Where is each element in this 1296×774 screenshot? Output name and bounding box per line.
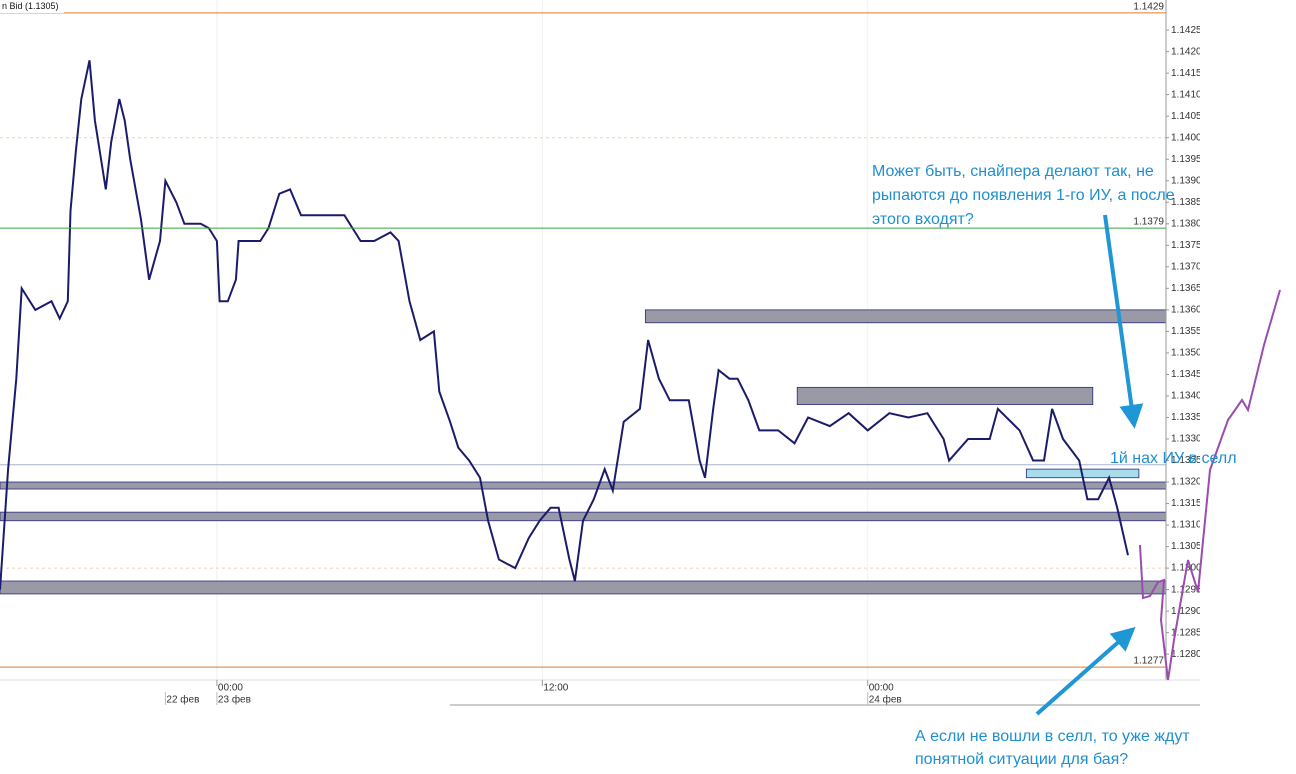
arrow — [1035, 626, 1136, 716]
y-tick-label: 1.1370 — [1171, 261, 1202, 272]
y-tick-label: 1.1380 — [1171, 218, 1202, 229]
hand-drawn-path — [1139, 289, 1281, 681]
y-tick-label: 1.1305 — [1171, 541, 1202, 552]
y-tick-label: 1.1405 — [1171, 111, 1202, 122]
price-zone — [796, 386, 1094, 405]
date-label: 22 фев — [166, 694, 199, 706]
y-tick-label: 1.1345 — [1171, 369, 1202, 380]
price-level-label: 1.1429 — [1133, 2, 1164, 13]
y-tick-label: 1.1390 — [1171, 175, 1202, 186]
price-zone — [0, 580, 1166, 595]
y-tick-label: 1.1385 — [1171, 197, 1202, 208]
y-axis: 1.1280 1.1285 1.1290 1.1295 1.1300 1.1305 1.13… — [1166, 25, 1202, 660]
annotation: Может быть, снайпера делают так, не — [872, 163, 1154, 180]
series — [0, 60, 1129, 590]
price-zone — [0, 481, 1166, 490]
annotation: А если не вошли в селл, то уже ждут — [915, 728, 1190, 745]
y-tick-label: 1.1310 — [1171, 520, 1202, 531]
chart-title: n Bid (1.1305) — [2, 1, 59, 11]
y-tick-label: 1.1315 — [1171, 498, 1202, 509]
title-background — [0, 0, 64, 13]
y-tick-label: 1.1340 — [1171, 391, 1202, 402]
y-tick-label: 1.1410 — [1171, 89, 1202, 100]
levels: 1.1429 1.1379 1.1277 — [0, 2, 1166, 668]
price-line — [0, 60, 1129, 590]
price-zone — [644, 309, 1166, 324]
annotation: этого входят? — [872, 211, 974, 228]
annotation: 1й нах ИУ в селл — [1110, 450, 1237, 467]
grid — [0, 0, 1166, 680]
x-axis: 00:00 12:00 00:00 22 фев 23 фев 24 фев — [164, 680, 902, 706]
arrow — [1103, 214, 1144, 429]
y-tick-label: 1.1290 — [1171, 606, 1202, 617]
price-level-label: 1.1277 — [1133, 656, 1164, 667]
y-tick-label: 1.1285 — [1171, 627, 1202, 638]
y-tick-label: 1.1330 — [1171, 434, 1202, 445]
y-tick-label: 1.1420 — [1171, 46, 1202, 57]
y-tick-label: 1.1320 — [1171, 477, 1202, 488]
annotations: Может быть, снайпера делают так, не рыпаю… — [872, 163, 1237, 768]
y-tick-label: 1.1325 — [1171, 455, 1202, 466]
x-tick-label: 12:00 — [543, 683, 568, 694]
y-tick-label: 1.1375 — [1171, 240, 1202, 251]
y-tick-label: 1.1360 — [1171, 305, 1202, 316]
y-tick-label: 1.1415 — [1171, 68, 1202, 79]
y-tick-label: 1.1425 — [1171, 25, 1202, 36]
y-tick-label: 1.1295 — [1171, 584, 1202, 595]
y-tick-label: 1.1365 — [1171, 283, 1202, 294]
y-tick-label: 1.1300 — [1171, 563, 1202, 574]
y-tick-label: 1.1395 — [1171, 154, 1202, 165]
price-level-label: 1.1379 — [1133, 217, 1164, 228]
y-tick-label: 1.1335 — [1171, 412, 1202, 423]
y-tick-label: 1.1280 — [1171, 649, 1202, 660]
x-tick-label: 00:00 — [869, 683, 894, 694]
x-tick-label: 00:00 — [218, 683, 243, 694]
y-tick-label: 1.1350 — [1171, 348, 1202, 359]
date-label: 23 фев — [218, 694, 251, 706]
y-tick-label: 1.1400 — [1171, 132, 1202, 143]
y-tick-label: 1.1355 — [1171, 326, 1202, 337]
plot-background — [0, 0, 1200, 706]
annotation: понятной ситуации для бая? — [915, 751, 1128, 768]
annotation: рыпаются до появления 1-го ИУ, а после — [872, 187, 1175, 204]
date-label: 24 фев — [869, 694, 902, 706]
